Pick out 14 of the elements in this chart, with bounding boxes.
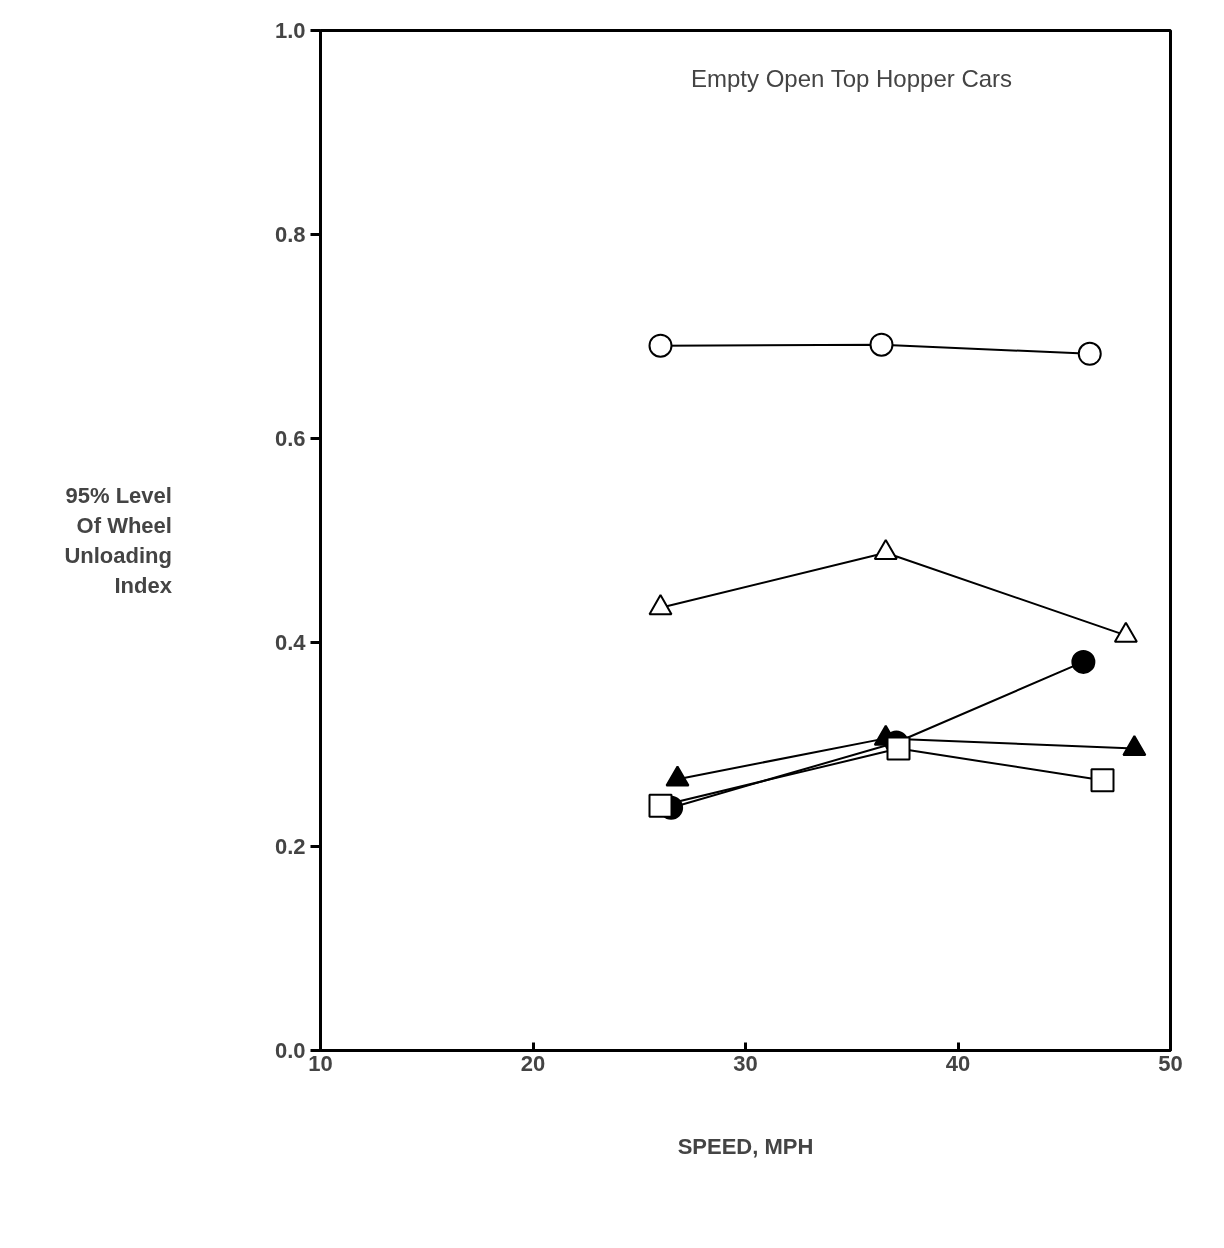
y-tick-label: 1.0 [274,18,306,43]
x-tick-label: 40 [945,1050,971,1076]
x-tick-label: 20 [520,1050,546,1076]
x-tick-label: 30 [733,1050,758,1076]
y-tick-label: 0.0 [274,1038,306,1063]
y-axis-title: 95% Level Of Wheel Unloading Index [64,483,173,598]
y-tick-label: 0.2 [274,834,306,859]
y-tick-label: 0.4 [274,630,307,655]
y-tick-label: 0.8 [274,222,306,247]
x-axis-title: SPEED, MPH [677,1133,814,1159]
text: Empty Open Top Hopper Cars [691,64,1013,92]
x-tick-label: 10 [308,1050,333,1076]
x-tick-label: 50 [1158,1050,1183,1076]
y-tick-label: 0.6 [274,426,306,451]
